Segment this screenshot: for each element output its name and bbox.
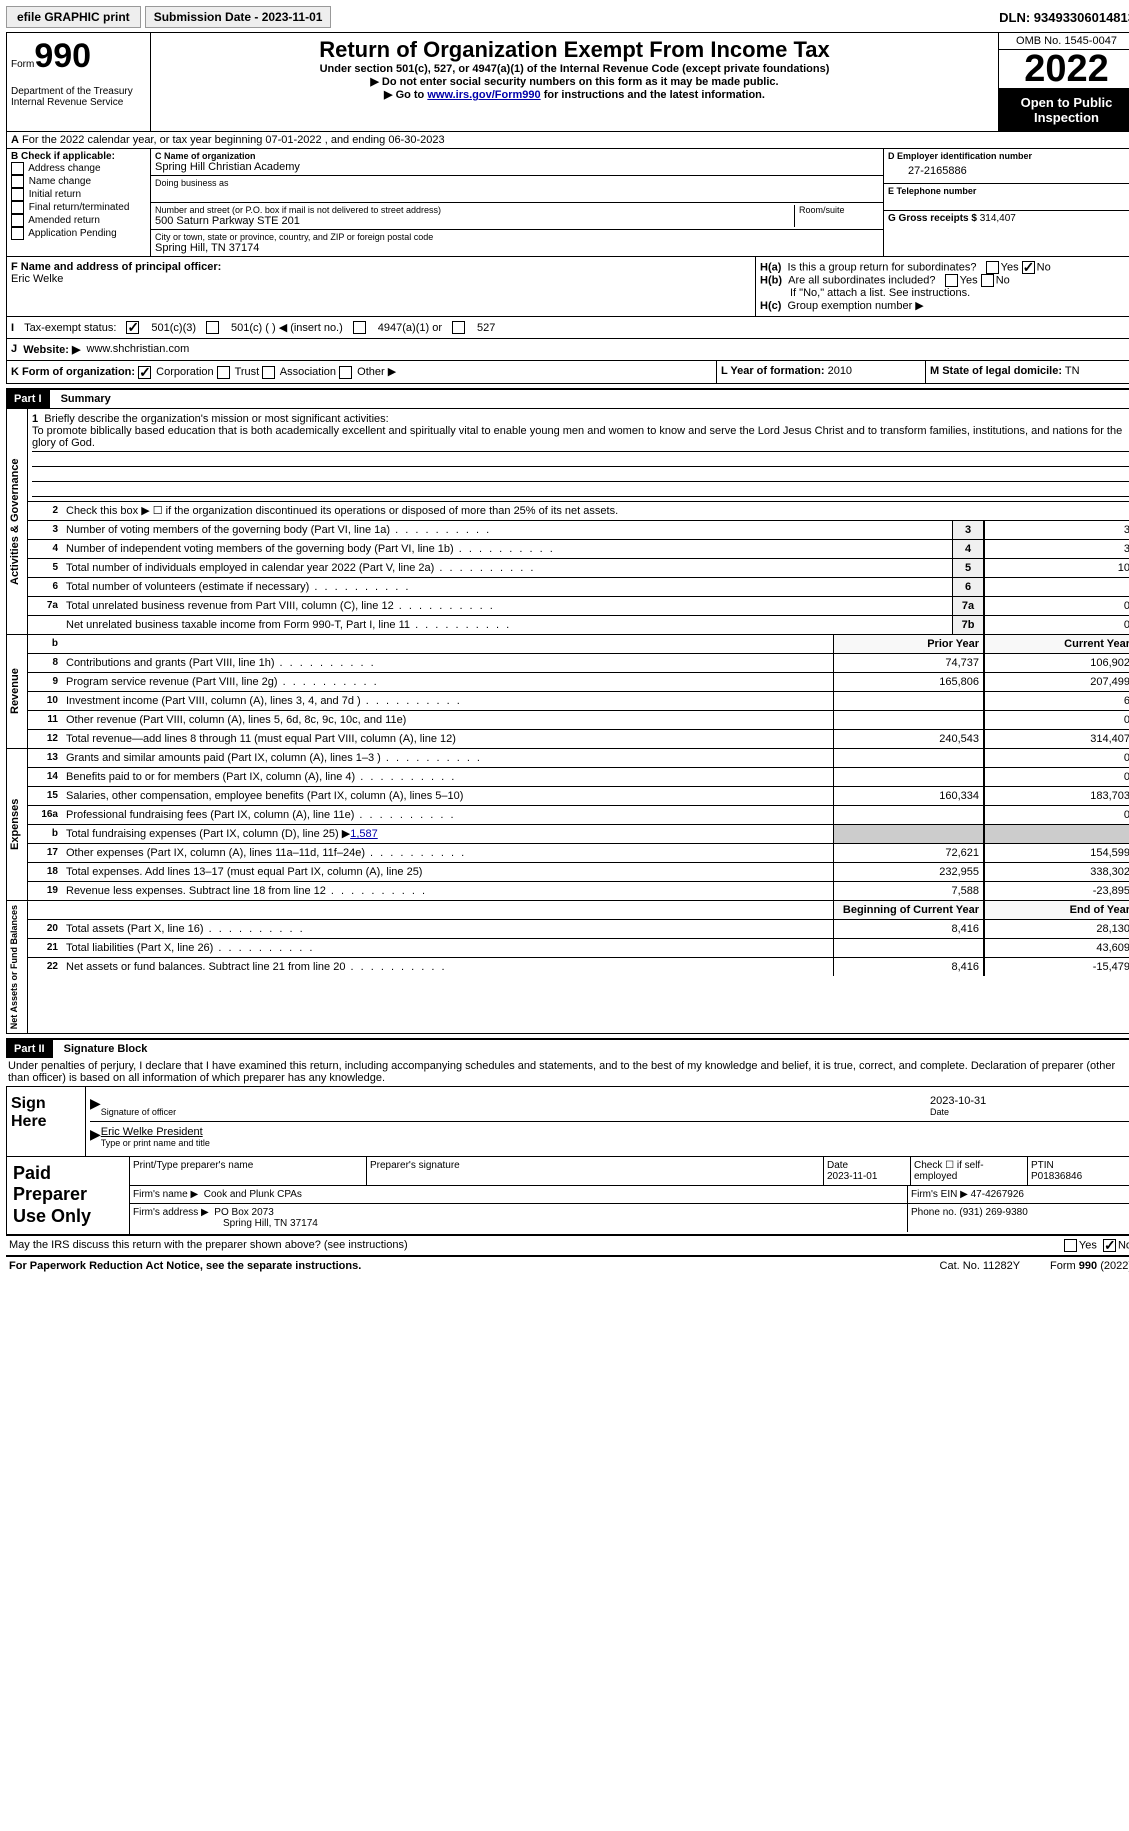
revenue-label: Revenue <box>7 635 28 748</box>
firm-ein: 47-4267926 <box>971 1189 1024 1200</box>
street-address: 500 Saturn Parkway STE 201 <box>155 215 794 227</box>
tax-year: 2022 <box>999 50 1129 89</box>
paid-preparer-label: Paid Preparer Use Only <box>7 1157 130 1234</box>
col-b: B Check if applicable: Address change Na… <box>7 149 151 256</box>
mission-text: To promote biblically based education th… <box>32 425 1129 452</box>
website: www.shchristian.com <box>87 343 190 356</box>
ein: 27-2165886 <box>888 161 1129 181</box>
dln: DLN: 93493306014813 <box>999 10 1129 25</box>
submission-date: Submission Date - 2023-11-01 <box>145 6 332 28</box>
gross-receipts: 314,407 <box>980 213 1016 224</box>
penalty-text: Under penalties of perjury, I declare th… <box>6 1058 1129 1086</box>
dept-treasury: Department of the Treasury <box>11 86 146 97</box>
row-k: K Form of organization: Corporation Trus… <box>6 361 1129 384</box>
irs-link[interactable]: www.irs.gov/Form990 <box>427 89 540 101</box>
form-title: Return of Organization Exempt From Incom… <box>155 37 994 63</box>
expenses-label: Expenses <box>7 749 28 900</box>
form-subtitle-2: ▶ Do not enter social security numbers o… <box>155 75 994 88</box>
row-i: I Tax-exempt status: 501(c)(3) 501(c) ( … <box>6 317 1129 339</box>
form-subtitle-1: Under section 501(c), 527, or 4947(a)(1)… <box>155 63 994 75</box>
col-c: C Name of organization Spring Hill Chris… <box>151 149 884 256</box>
part-ii-header: Part II <box>6 1040 53 1058</box>
city-state-zip: Spring Hill, TN 37174 <box>155 242 879 254</box>
officer-name-title: Eric Welke President <box>101 1126 1129 1138</box>
row-h: H(a) Is this a group return for subordin… <box>755 257 1129 316</box>
row-a: A For the 2022 calendar year, or tax yea… <box>6 132 1129 149</box>
form-header: Form990 Department of the Treasury Inter… <box>6 32 1129 132</box>
form-number: 990 <box>34 37 91 75</box>
form-subtitle-3: ▶ Go to www.irs.gov/Form990 for instruct… <box>155 88 994 101</box>
open-inspection: Open to Public Inspection <box>999 89 1129 131</box>
officer-name: Eric Welke <box>11 273 63 285</box>
firm-address: PO Box 2073 <box>214 1207 273 1218</box>
part-i-title: Summary <box>61 393 111 405</box>
firm-name: Cook and Plunk CPAs <box>204 1189 302 1200</box>
form-prefix: Form <box>11 59 34 70</box>
part-i-header: Part I <box>6 390 50 408</box>
ptin: P01836846 <box>1031 1171 1082 1182</box>
org-name: Spring Hill Christian Academy <box>155 161 879 173</box>
cat-no: Cat. No. 11282Y <box>940 1260 1021 1272</box>
irs-label: Internal Revenue Service <box>11 97 146 108</box>
row-j: J Website: ▶ www.shchristian.com <box>6 339 1129 361</box>
efile-button[interactable]: efile GRAPHIC print <box>6 6 141 28</box>
activities-label: Activities & Governance <box>7 409 28 634</box>
part-ii-title: Signature Block <box>64 1043 148 1055</box>
netassets-label: Net Assets or Fund Balances <box>7 901 28 1033</box>
col-d: D Employer identification number 27-2165… <box>884 149 1129 256</box>
row-f: F Name and address of principal officer:… <box>7 257 755 316</box>
firm-phone: (931) 269-9380 <box>959 1207 1027 1218</box>
form-footer: Form 990 (2022) <box>1050 1260 1129 1272</box>
discuss-text: May the IRS discuss this return with the… <box>9 1239 408 1252</box>
paperwork-notice: For Paperwork Reduction Act Notice, see … <box>9 1260 361 1272</box>
sign-here-label: Sign Here <box>7 1087 86 1156</box>
